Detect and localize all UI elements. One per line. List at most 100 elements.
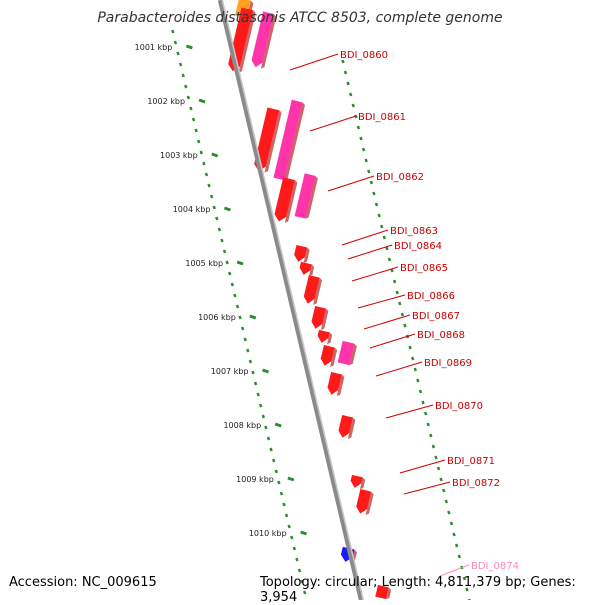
scale-label: 1003 kbp bbox=[160, 151, 198, 160]
gene-label: BDI_0860 bbox=[340, 50, 388, 61]
gene-labels: BDI_0860 BDI_0861 BDI_0862 BDI_0863 BDI_0864… bbox=[340, 50, 519, 572]
outer-tick bbox=[379, 224, 384, 229]
genome-summary-text: Topology: circular; Length: 4,811,379 bp… bbox=[260, 575, 576, 605]
gene-bdi-0862-red-body bbox=[274, 177, 295, 222]
label-leaders bbox=[289, 53, 470, 577]
outer-tick bbox=[462, 576, 467, 581]
gene-bdi-0868-pink bbox=[337, 340, 357, 366]
inner-tick bbox=[266, 436, 271, 441]
gene-bdi-0860-pink-shade bbox=[260, 14, 277, 69]
inner-tick bbox=[256, 392, 260, 397]
inner-tick bbox=[287, 524, 291, 529]
outer-tick bbox=[413, 367, 417, 372]
leader-line bbox=[327, 175, 375, 192]
scale-label: 1005 kbp bbox=[185, 259, 223, 268]
outer-tick bbox=[400, 312, 405, 317]
inner-tick bbox=[277, 480, 281, 485]
gene-bdi-0871-body bbox=[350, 474, 363, 488]
inner-tick bbox=[271, 458, 276, 463]
outer-tick bbox=[457, 554, 461, 559]
outer-tick bbox=[377, 213, 381, 218]
outer-tick bbox=[382, 235, 386, 240]
gene-bdi-0863-body bbox=[294, 244, 308, 262]
scale-labels: 1001 kbp 1002 kbp 1003 kbp 1004 kbp 1005 kbp… bbox=[135, 43, 287, 538]
gene-bdi-0872 bbox=[356, 489, 374, 515]
outer-tick bbox=[385, 246, 389, 251]
inner-tick bbox=[209, 194, 214, 199]
gene-label: BDI_0869 bbox=[424, 358, 472, 369]
outer-tick bbox=[431, 444, 436, 449]
outer-tick bbox=[429, 433, 433, 438]
outer-tick bbox=[390, 268, 394, 273]
outer-tick bbox=[403, 323, 407, 328]
gene-bdi-0866-body bbox=[311, 306, 326, 329]
gene-bdi-0861-red bbox=[254, 107, 282, 173]
gene-bdi-0867-shade bbox=[326, 332, 333, 345]
outer-tick bbox=[408, 345, 412, 350]
inner-tick bbox=[248, 359, 253, 364]
inner-tick bbox=[259, 403, 263, 408]
outer-tick bbox=[374, 202, 379, 207]
tick-rings bbox=[171, 29, 471, 600]
gene-label: BDI_0862 bbox=[376, 172, 424, 183]
gene-bdi-0871 bbox=[350, 474, 366, 490]
leader-line bbox=[351, 266, 399, 282]
major-tick bbox=[262, 368, 269, 374]
leader-line bbox=[363, 314, 411, 330]
inner-tick bbox=[199, 150, 203, 155]
outer-tick bbox=[361, 147, 366, 152]
accession-text: Accession: NC_009615 bbox=[9, 575, 157, 590]
scale-label: 1001 kbp bbox=[135, 43, 173, 52]
major-tick bbox=[211, 152, 219, 158]
outer-tick bbox=[346, 81, 350, 86]
gene-bdi-0868-pink-shade bbox=[349, 343, 357, 366]
inner-tick bbox=[171, 29, 175, 34]
backbone-highlight bbox=[221, 0, 365, 600]
outer-tick bbox=[416, 378, 420, 383]
inner-tick bbox=[235, 304, 240, 309]
leader-line bbox=[369, 333, 416, 349]
outer-tick bbox=[421, 400, 425, 405]
outer-tick bbox=[465, 587, 469, 592]
outer-tick bbox=[454, 543, 459, 548]
major-tick bbox=[274, 422, 282, 428]
outer-tick bbox=[372, 191, 376, 196]
outer-tick bbox=[439, 477, 443, 482]
gene-bdi-0861-red-body bbox=[254, 107, 280, 172]
gene-bottom-red bbox=[375, 584, 392, 600]
inner-tick bbox=[284, 513, 289, 518]
outer-tick bbox=[356, 125, 361, 130]
inner-tick bbox=[202, 161, 206, 166]
gene-bdi-0869 bbox=[327, 372, 345, 396]
inner-tick bbox=[191, 117, 196, 122]
gene-bdi-0862-red bbox=[274, 177, 298, 223]
gene-label: BDI_0874 bbox=[471, 561, 519, 572]
gene-bdi-0862-red-shade bbox=[284, 179, 298, 223]
leader-line bbox=[341, 229, 389, 246]
gene-bdi-0864-body bbox=[299, 261, 312, 275]
inner-tick bbox=[186, 95, 191, 100]
gene-bdi-0865-body bbox=[303, 275, 320, 304]
gene-bdi-0860-pink-body bbox=[251, 11, 274, 68]
backbone-line bbox=[217, 0, 364, 600]
backbone-layer bbox=[217, 0, 365, 600]
major-tick bbox=[287, 476, 295, 482]
outer-tick bbox=[387, 257, 392, 262]
gene-bdi-0865 bbox=[303, 275, 323, 305]
gene-label: BDI_0867 bbox=[412, 311, 460, 322]
outer-tick bbox=[359, 136, 363, 141]
major-tick bbox=[300, 530, 308, 536]
inner-tick bbox=[217, 227, 222, 232]
scale-label: 1010 kbp bbox=[249, 529, 287, 538]
scale-label: 1007 kbp bbox=[211, 367, 249, 376]
leader-line bbox=[439, 564, 470, 577]
gene-label: BDI_0870 bbox=[435, 401, 483, 412]
gene-bdi-0870-shade bbox=[347, 417, 356, 439]
outer-tick bbox=[348, 92, 353, 97]
gene-bdi-0866 bbox=[311, 306, 329, 330]
outer-tick bbox=[442, 488, 446, 493]
gene-bdi-0864 bbox=[299, 261, 315, 277]
inner-tick bbox=[295, 557, 299, 562]
inner-tick bbox=[253, 381, 258, 386]
